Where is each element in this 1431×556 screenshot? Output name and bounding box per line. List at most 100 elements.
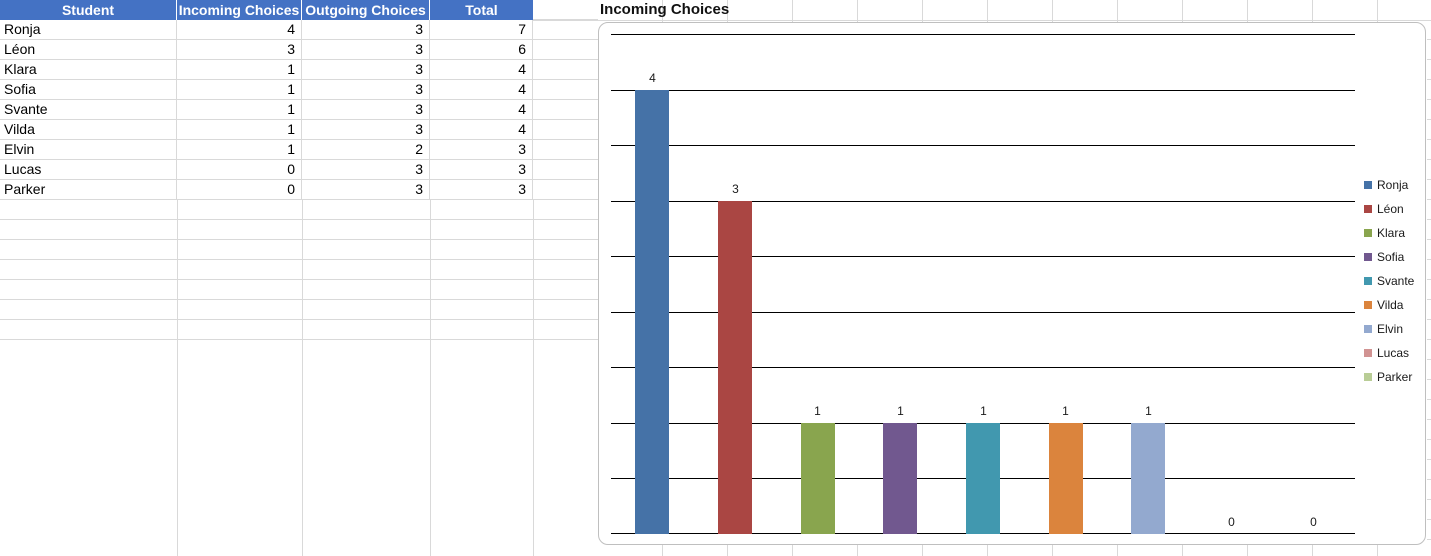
legend-label: Svante (1377, 274, 1415, 288)
bar-value-label: 0 (1228, 515, 1235, 529)
value-cell[interactable]: 3 (302, 160, 430, 180)
legend-item-parker[interactable]: Parker (1364, 365, 1426, 389)
table-row: Léon 3 3 6 (0, 40, 533, 60)
legend-item-vilda[interactable]: Vilda (1364, 293, 1426, 317)
chart-gridline (611, 201, 1355, 202)
incoming-choices-chart[interactable]: 4 3 1 1 1 1 1 0 0 Ronja Léon Klara Sofia Svante Vilda… (598, 22, 1426, 545)
legend-swatch (1364, 373, 1372, 381)
column-header[interactable]: Student (0, 0, 177, 20)
worksheet-gridline-colB (302, 200, 303, 556)
student-name-cell[interactable]: Elvin (0, 140, 177, 160)
value-cell[interactable]: 1 (177, 100, 302, 120)
chart-title[interactable]: Incoming Choices (600, 1, 730, 18)
worksheet-gridline-colC (430, 200, 431, 556)
student-name-cell[interactable]: Parker (0, 180, 177, 200)
column-header[interactable]: Incoming Choices (177, 0, 302, 20)
column-header[interactable]: Outgoing Choices (302, 0, 430, 20)
value-cell[interactable]: 1 (177, 140, 302, 160)
legend-label: Sofia (1377, 250, 1405, 264)
bar-value-label: 1 (980, 404, 987, 418)
bar-sofia[interactable] (883, 423, 917, 534)
legend-swatch (1364, 349, 1372, 357)
legend-item-elvin[interactable]: Elvin (1364, 317, 1426, 341)
legend-swatch (1364, 325, 1372, 333)
bar-svante[interactable] (966, 423, 1000, 534)
table-row: Ronja 4 3 7 (0, 20, 533, 40)
value-cell[interactable]: 1 (177, 120, 302, 140)
legend-label: Lucas (1377, 346, 1410, 360)
value-cell[interactable]: 3 (430, 160, 533, 180)
legend-item-svante[interactable]: Svante (1364, 269, 1426, 293)
bar-ronja[interactable] (635, 90, 669, 534)
legend-label: Vilda (1377, 298, 1404, 312)
bar-value-label: 1 (814, 404, 821, 418)
student-name-cell[interactable]: Sofia (0, 80, 177, 100)
table-row: Klara 1 3 4 (0, 60, 533, 80)
value-cell[interactable]: 6 (430, 40, 533, 60)
chart-legend: Ronja Léon Klara Sofia Svante Vilda Elvin Lucas… (1364, 173, 1426, 389)
student-name-cell[interactable]: Ronja (0, 20, 177, 40)
bar-vilda[interactable] (1049, 423, 1083, 534)
value-cell[interactable]: 1 (177, 60, 302, 80)
value-cell[interactable]: 4 (177, 20, 302, 40)
value-cell[interactable]: 4 (430, 80, 533, 100)
value-cell[interactable]: 0 (177, 160, 302, 180)
value-cell[interactable]: 4 (430, 60, 533, 80)
value-cell[interactable]: 3 (302, 60, 430, 80)
legend-swatch (1364, 229, 1372, 237)
value-cell[interactable]: 4 (430, 100, 533, 120)
value-cell[interactable]: 4 (430, 120, 533, 140)
value-cell[interactable]: 1 (177, 80, 302, 100)
chart-gridline (611, 256, 1355, 257)
bar-value-label: 3 (732, 182, 739, 196)
legend-item-klara[interactable]: Klara (1364, 221, 1426, 245)
worksheet-gridline-colD (533, 200, 534, 556)
legend-label: Klara (1377, 226, 1406, 240)
chart-gridline (611, 312, 1355, 313)
legend-label: Elvin (1377, 322, 1404, 336)
student-table: Student Incoming Choices Outgoing Choices T… (0, 0, 533, 200)
chart-gridline (611, 145, 1355, 146)
column-header[interactable]: Total (465, 2, 498, 18)
chart-plot-area: 4 3 1 1 1 1 1 0 0 (611, 34, 1355, 534)
bar-value-label: 0 (1310, 515, 1317, 529)
bar-léon[interactable] (718, 201, 752, 534)
value-cell[interactable]: 0 (177, 180, 302, 200)
value-cell[interactable]: 3 (302, 80, 430, 100)
legend-swatch (1364, 301, 1372, 309)
legend-swatch (1364, 277, 1372, 285)
legend-item-sofia[interactable]: Sofia (1364, 245, 1426, 269)
value-cell[interactable]: 3 (177, 40, 302, 60)
legend-item-ronja[interactable]: Ronja (1364, 173, 1426, 197)
table-row: Elvin 1 2 3 (0, 140, 533, 160)
legend-item-léon[interactable]: Léon (1364, 197, 1426, 221)
bar-klara[interactable] (801, 423, 835, 534)
value-cell[interactable]: 3 (430, 180, 533, 200)
bar-value-label: 4 (649, 71, 656, 85)
student-name-cell[interactable]: Léon (0, 40, 177, 60)
legend-swatch (1364, 181, 1372, 189)
value-cell[interactable]: 7 (430, 20, 533, 40)
legend-label: Léon (1377, 202, 1404, 216)
legend-swatch (1364, 205, 1372, 213)
value-cell[interactable]: 3 (302, 100, 430, 120)
value-cell[interactable]: 3 (430, 140, 533, 160)
legend-label: Parker (1377, 370, 1413, 384)
student-name-cell[interactable]: Lucas (0, 160, 177, 180)
student-name-cell[interactable]: Vilda (0, 120, 177, 140)
student-name-cell[interactable]: Svante (0, 100, 177, 120)
worksheet-gridline-colA (177, 200, 178, 556)
value-cell[interactable]: 3 (302, 40, 430, 60)
table-row: Sofia 1 3 4 (0, 80, 533, 100)
bar-value-label: 1 (1062, 404, 1069, 418)
value-cell[interactable]: 3 (302, 180, 430, 200)
value-cell[interactable]: 3 (302, 20, 430, 40)
student-name-cell[interactable]: Klara (0, 60, 177, 80)
worksheet-gridlines-right-sliver (1427, 20, 1431, 550)
value-cell[interactable]: 2 (302, 140, 430, 160)
value-cell[interactable]: 3 (302, 120, 430, 140)
legend-item-lucas[interactable]: Lucas (1364, 341, 1426, 365)
chart-gridline (611, 90, 1355, 91)
bar-elvin[interactable] (1131, 423, 1165, 534)
